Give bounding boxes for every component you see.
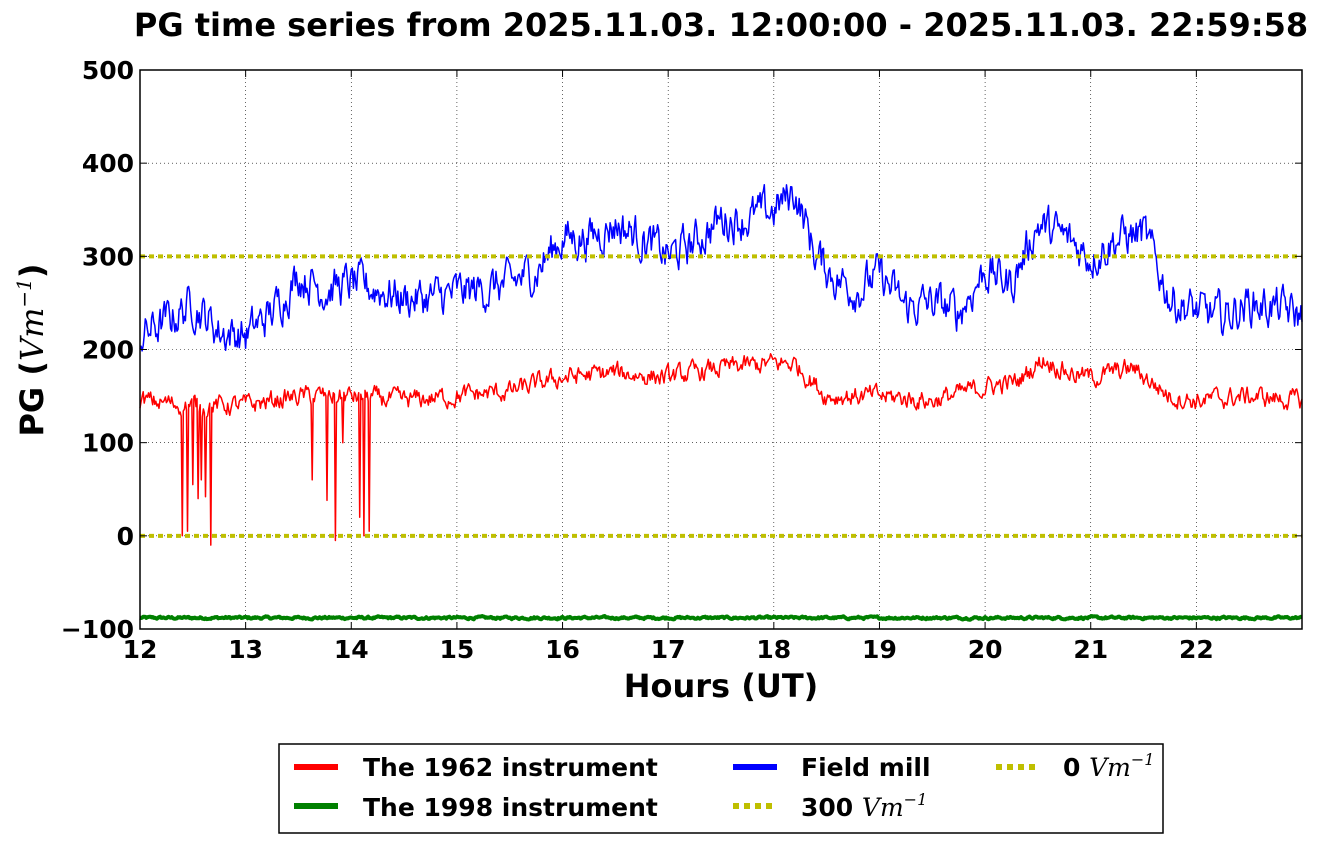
- y-tick-label: 400: [82, 149, 134, 178]
- legend-label-field-mill: Field mill: [801, 753, 931, 782]
- y-axis-label-suffix: ): [13, 263, 51, 278]
- series-layer: [139, 183, 1303, 622]
- x-tick-label: 13: [228, 635, 263, 664]
- y-axis-label-prefix: PG (: [13, 361, 51, 436]
- y-tick-label: 200: [82, 336, 134, 365]
- y-axis-label-exp: −1: [12, 278, 36, 307]
- legend-label-1998: The 1998 instrument: [363, 793, 658, 822]
- legend-label-300: 300 Vm−1: [801, 790, 927, 822]
- y-tick-label: 500: [82, 56, 134, 85]
- x-tick-label: 15: [440, 635, 475, 664]
- legend: The 1962 instrument The 1998 instrument …: [278, 743, 1164, 834]
- y-tick-label: −100: [61, 615, 134, 644]
- x-tick-label: 18: [756, 635, 791, 664]
- legend-label-300-unit: Vm: [862, 793, 904, 822]
- legend-label-0: 0 Vm−1: [1063, 750, 1154, 782]
- legend-label-1962: The 1962 instrument: [363, 753, 658, 782]
- y-tick-label: 300: [82, 242, 134, 271]
- x-axis-label: Hours (UT): [624, 667, 819, 705]
- y-axis-label: PG (Vm−1): [12, 263, 51, 436]
- legend-label-0-unit: Vm: [1089, 753, 1131, 782]
- legend-label-0-text: 0: [1063, 753, 1089, 782]
- x-tick-label: 21: [1073, 635, 1108, 664]
- x-tick-label: 22: [1179, 635, 1214, 664]
- y-tick-label: 100: [82, 429, 134, 458]
- legend-box: [278, 743, 1164, 834]
- x-tick-label: 16: [545, 635, 580, 664]
- x-tick-label: 14: [334, 635, 369, 664]
- legend-label-0-exp: −1: [1131, 750, 1155, 769]
- x-tick-label: 19: [862, 635, 897, 664]
- legend-label-300-exp: −1: [904, 790, 928, 809]
- series-field-mill: [139, 183, 1303, 352]
- series-the-1998-instrument: [139, 614, 1303, 622]
- series-the-1962-instrument: [139, 353, 1303, 546]
- x-tick-label: 12: [123, 635, 158, 664]
- grid-lines: [140, 70, 1302, 629]
- y-axis-label-unit: Vm: [13, 308, 51, 361]
- y-tick-label: 0: [117, 522, 134, 551]
- chart-title: PG time series from 2025.11.03. 12:00:00…: [134, 6, 1308, 44]
- legend-label-300-text: 300: [801, 793, 862, 822]
- axis-ticks: 12 13 14 15 16 17 18 19 20 21 22 −100 0 100 200 300 400 5…: [61, 56, 1302, 664]
- x-tick-label: 20: [968, 635, 1003, 664]
- x-tick-label: 17: [651, 635, 686, 664]
